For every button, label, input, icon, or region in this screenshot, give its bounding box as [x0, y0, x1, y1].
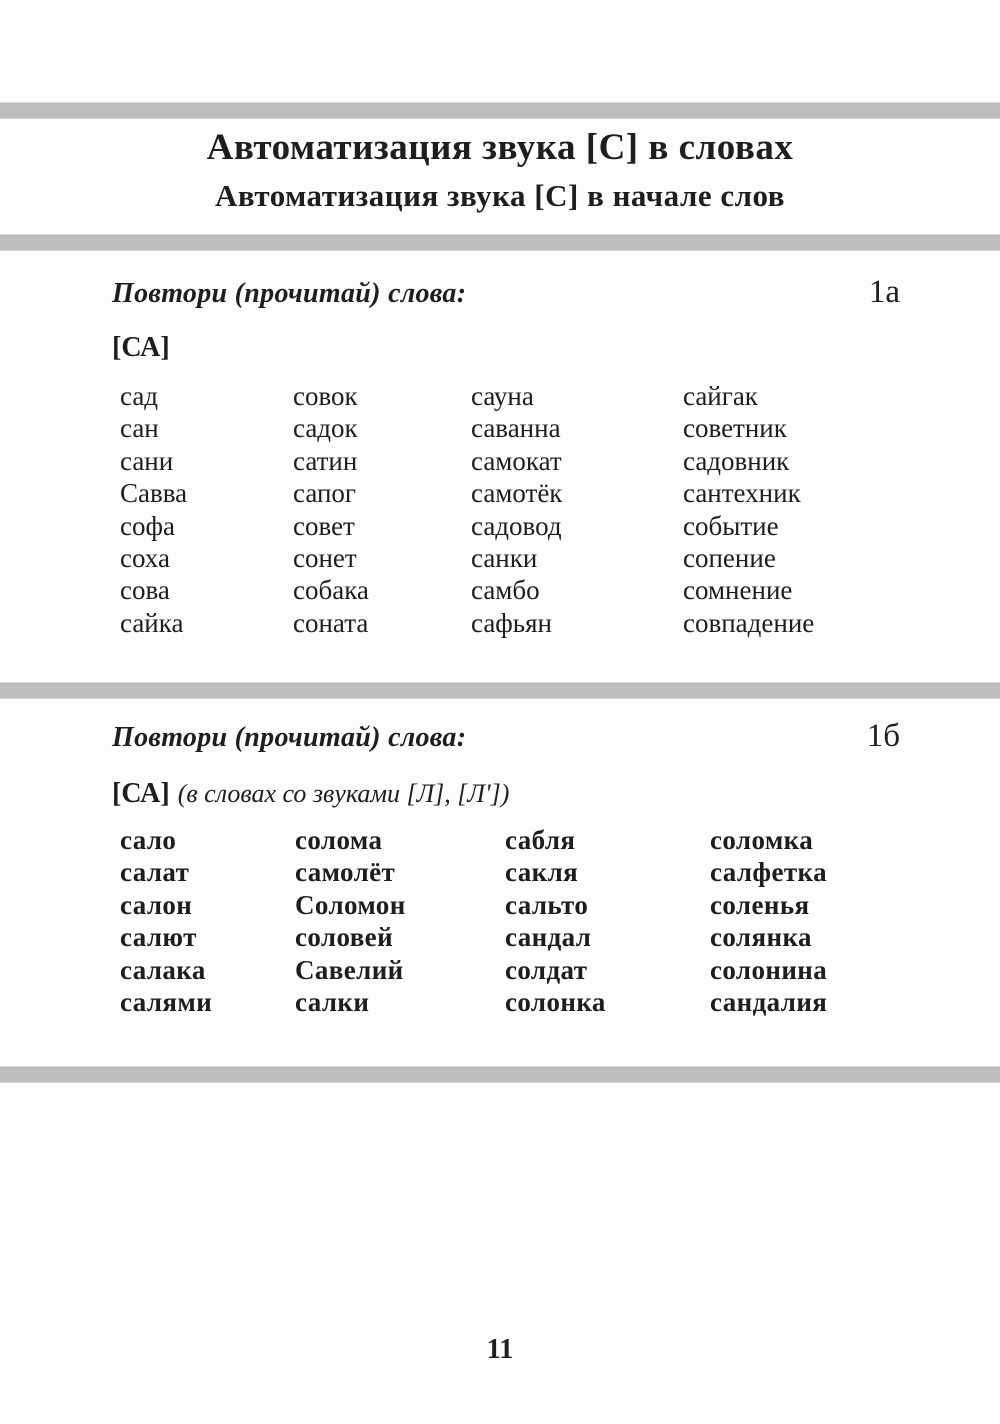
word-item: садовод [471, 510, 562, 541]
word-item: Соломон [295, 889, 406, 920]
separator-bar-middle [0, 682, 1000, 699]
word-item: соха [120, 543, 170, 574]
word-item: салют [120, 922, 197, 953]
word-item: совет [293, 510, 355, 541]
page-subtitle: Автоматизация звука [С] в начале слов [215, 178, 785, 213]
word-item: сан [120, 413, 159, 444]
word-item: сандалия [710, 987, 828, 1018]
sound-group-row-1a: [СА] [112, 332, 170, 364]
word-item: совпадение [683, 607, 815, 638]
word-column: соломка салфетка соленья солянка солонина сан… [710, 824, 827, 1018]
word-item: сайгак [683, 381, 758, 411]
word-item: самолёт [295, 857, 396, 888]
word-item: самотёк [471, 478, 563, 509]
section-1a-header: Повтори (прочитай) слова: 1а [112, 274, 900, 311]
word-item: садовник [683, 445, 790, 476]
word-column: солома самолёт Соломон соловей Савелий салки [295, 824, 505, 1018]
word-item: сафьян [471, 607, 552, 638]
word-item: сауна [471, 381, 534, 411]
word-item: сакля [505, 857, 579, 888]
word-item: сабля [505, 825, 576, 855]
word-item: салака [120, 954, 206, 985]
word-item: сатин [293, 445, 358, 476]
separator-bar-bottom [0, 1066, 1000, 1083]
word-item: сало [120, 825, 177, 855]
word-item: саванна [471, 413, 561, 444]
word-item: собака [293, 575, 369, 606]
word-item: солонина [710, 954, 828, 985]
word-column: сайгак советник садовник сантехник событие со… [683, 380, 814, 639]
word-item: советник [683, 413, 787, 444]
page-number: 11 [486, 1334, 514, 1365]
word-item: салями [120, 987, 213, 1018]
page-title: Автоматизация звука [С] в словах [206, 127, 794, 168]
word-item: сантехник [683, 478, 801, 509]
word-item: самокат [471, 445, 562, 476]
instruction-text-1a: Повтори (прочитай) слова: [112, 278, 467, 309]
word-item: сомнение [683, 575, 793, 606]
word-item: санки [471, 543, 538, 574]
word-item: Савелий [295, 954, 404, 985]
word-item: самбо [471, 575, 540, 606]
word-item: сапог [293, 478, 356, 509]
word-item: солдат [505, 954, 588, 985]
task-label-1a: 1а [868, 274, 900, 310]
word-item: солома [295, 825, 383, 855]
word-item: соломка [710, 825, 814, 855]
word-item: Савва [120, 478, 188, 509]
word-list-1b: сало салат салон салют салака салями солома сам… [120, 824, 827, 1018]
word-item: совок [293, 381, 358, 411]
instruction-text-1b: Повтори (прочитай) слова: [112, 722, 467, 753]
word-column: совок садок сатин сапог совет сонет собака сона… [293, 380, 471, 639]
task-label-1b: 1б [866, 718, 900, 754]
section-1b-header: Повтори (прочитай) слова: 1б [112, 718, 900, 755]
separator-bar-under-title [0, 234, 1000, 251]
word-item: сова [120, 575, 170, 606]
sound-group-label-1a: [СА] [112, 332, 170, 363]
word-item: салфетка [710, 857, 827, 888]
word-item: солонка [505, 987, 606, 1018]
sound-group-label-1b: [СА] [112, 778, 170, 809]
separator-bar-top [0, 102, 1000, 119]
word-item: сопение [683, 543, 776, 574]
word-list-1a: сад сан сани Савва софа соха сова сайка совок сад… [120, 380, 814, 639]
sound-group-row-1b: [СА] (в словах со звуками [Л], [Л']) [112, 778, 509, 810]
word-column: сауна саванна самокат самотёк садовод санки са… [471, 380, 683, 639]
word-item: салат [120, 857, 190, 888]
word-item: сад [120, 381, 159, 411]
word-column: сабля сакля сальто сандал солдат солонка [505, 824, 710, 1018]
word-item: соловей [295, 922, 394, 953]
word-item: салки [295, 987, 370, 1018]
word-item: солянка [710, 922, 812, 953]
word-item: сандал [505, 922, 592, 953]
word-item: сонет [293, 543, 357, 574]
word-column: сало салат салон салют салака салями [120, 824, 295, 1018]
word-item: сайка [120, 607, 184, 638]
word-item: соленья [710, 889, 810, 920]
word-item: софа [120, 510, 175, 541]
word-column: сад сан сани Савва софа соха сова сайка [120, 380, 293, 639]
word-item: салон [120, 889, 193, 920]
word-item: садок [293, 413, 358, 444]
word-item: событие [683, 510, 779, 541]
word-item: сани [120, 445, 174, 476]
word-item: соната [293, 607, 369, 638]
sound-group-note-1b: (в словах со звуками [Л], [Л']) [177, 779, 510, 808]
word-item: сальто [505, 889, 589, 920]
